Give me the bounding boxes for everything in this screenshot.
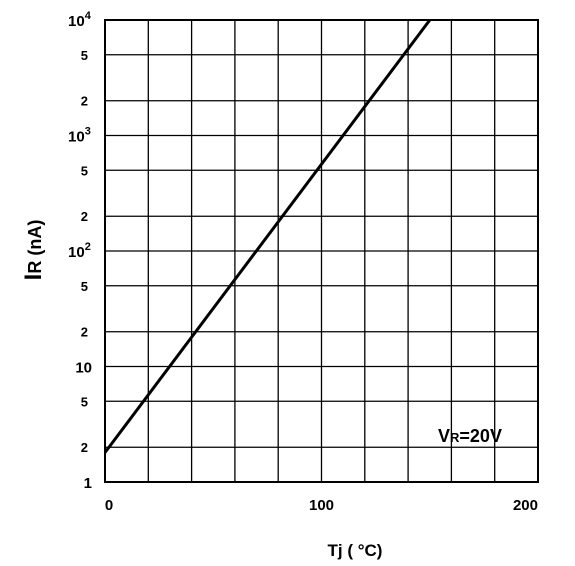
y-tick-label: 2 [81,325,88,340]
y-axis-title-main: I [20,274,47,281]
y-tick-label: 5 [81,279,88,294]
y-tick-label: 5 [81,48,88,63]
y-tick-label: 5 [81,394,88,409]
x-tick-label: 0 [105,497,113,514]
y-tick-label: 1 [84,475,92,492]
svg-text:IR (nA): IR (nA) [20,220,47,281]
y-axis-title-sub: R (nA) [25,220,45,274]
annotation-main: V [438,426,450,446]
y-tick-label: 104 [68,10,92,30]
chart-grid [105,20,538,482]
x-tick-labels: 0 100 200 [105,497,538,514]
annotation-sub: R [450,430,460,445]
y-tick-label: 2 [81,94,88,109]
plot-frame [104,19,539,483]
vr-annotation: VR=20V [438,426,502,446]
y-tick-label: 2 [81,209,88,224]
series-line [103,19,431,454]
x-tick-label: 100 [309,497,334,514]
y-tick-label: 103 [68,126,91,146]
y-tick-label: 2 [81,440,88,455]
x-tick-label: 200 [513,497,538,514]
y-tick-label: 5 [81,163,88,178]
y-tick-label: 10 [75,360,92,377]
annotation-rest: =20V [459,426,502,446]
y-axis-title: IR (nA) [20,220,47,281]
y-tick-label: 102 [68,241,91,261]
x-axis-title: Tj ( °C) [328,541,383,560]
svg-text:VR=20V: VR=20V [438,426,502,446]
